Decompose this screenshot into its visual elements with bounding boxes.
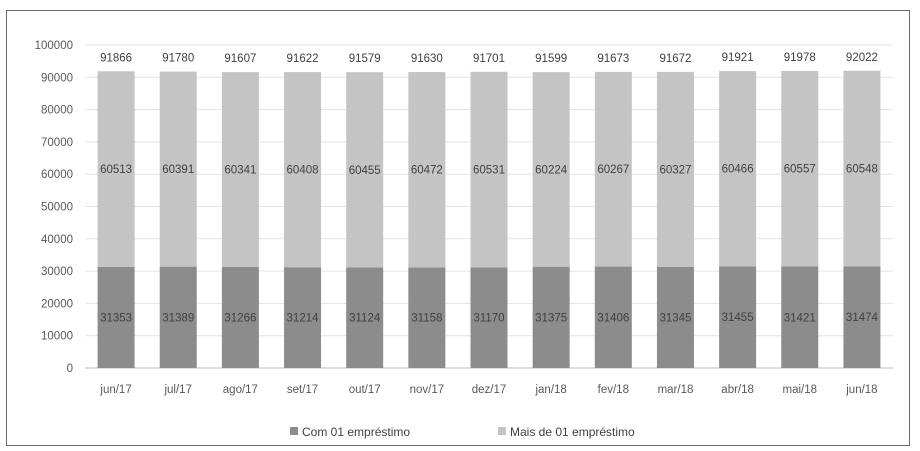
x-tick-label: jul/17 [163,384,192,396]
data-label-total: 91672 [659,53,691,65]
data-label-com-01: 31455 [722,312,754,324]
bar-mais-de-01-emprestimo [221,72,259,268]
y-tick-label: 10000 [41,331,73,343]
legend-label: Mais de 01 empréstimo [510,425,635,439]
x-tick-label: jun/18 [845,384,877,396]
bar-mais-de-01-emprestimo [656,71,694,267]
bar-com-01-emprestimo [470,267,508,368]
bar-com-01-emprestimo [221,267,259,368]
bar-mais-de-01-emprestimo [781,70,819,267]
y-tick-label: 30000 [41,266,73,278]
bar-mais-de-01-emprestimo [346,72,384,268]
data-label-com-01: 31170 [473,313,504,325]
bar-com-01-emprestimo [843,266,881,368]
y-tick-label: 80000 [41,105,73,117]
bar-com-01-emprestimo [781,266,819,368]
stacked-bar-chart: 0 10000 20000 30000 40000 50000 60000 70000 8000… [35,40,893,439]
x-tick-label: ago/17 [223,384,258,396]
data-label-total: 91579 [349,53,381,65]
data-label-mais-de-01: 60513 [100,164,132,176]
bar-com-01-emprestimo [594,266,632,368]
data-label-total: 91701 [473,53,505,65]
data-label-total: 91780 [162,53,194,65]
data-label-com-01: 31345 [659,312,691,324]
data-label-total: 91978 [784,52,816,64]
data-label-mais-de-01: 60455 [349,165,381,177]
bar-com-01-emprestimo [346,267,384,368]
y-tick-label: 70000 [41,137,73,149]
bar-com-01-emprestimo [408,267,446,368]
data-label-mais-de-01: 60472 [411,165,443,177]
data-label-mais-de-01: 60548 [846,164,878,176]
data-label-mais-de-01: 60267 [597,164,629,176]
data-label-mais-de-01: 60224 [535,164,568,176]
x-tick-label: fev/18 [598,384,629,396]
y-tick-label: 0 [67,363,73,375]
x-tick-label: mar/18 [658,384,694,396]
bar-com-01-emprestimo [532,266,570,368]
bar-mais-de-01-emprestimo [470,71,508,268]
data-label-total: 92022 [846,52,878,64]
x-tick-label: jan/18 [534,384,566,396]
bar-mais-de-01-emprestimo [159,71,197,267]
data-label-com-01: 31124 [349,313,381,325]
y-tick-label: 20000 [41,298,73,310]
x-tick-label: jun/17 [99,384,131,396]
bar-com-01-emprestimo [159,266,197,368]
bar-mais-de-01-emprestimo [532,72,570,267]
legend-label: Com 01 empréstimo [302,425,410,439]
data-label-com-01: 31389 [162,312,194,324]
data-label-total: 91622 [287,53,319,65]
bar-com-01-emprestimo [284,267,322,368]
data-label-mais-de-01: 60531 [473,165,505,177]
data-label-com-01: 31266 [224,313,256,325]
x-tick-label: dez/17 [472,384,507,396]
data-label-total: 91673 [597,53,629,65]
bar-com-01-emprestimo [719,266,757,368]
x-tick-label: nov/17 [410,384,445,396]
data-label-total: 91630 [411,53,443,65]
bar-com-01-emprestimo [656,266,694,368]
x-tick-label: mai/18 [783,384,818,396]
bar-mais-de-01-emprestimo [719,71,757,267]
data-label-mais-de-01: 60391 [162,164,194,176]
data-label-mais-de-01: 60327 [659,164,691,176]
data-label-total: 91599 [535,53,567,65]
data-label-com-01: 31158 [411,313,442,325]
data-label-total: 91866 [100,52,132,64]
bar-mais-de-01-emprestimo [408,72,446,268]
x-tick-label: out/17 [349,384,381,396]
data-label-com-01: 31353 [100,312,132,324]
y-tick-label: 50000 [41,202,73,214]
data-label-com-01: 31375 [535,312,567,324]
y-tick-label: 90000 [41,72,73,84]
x-tick-label: abr/18 [721,384,754,396]
data-label-mais-de-01: 60466 [722,164,754,176]
bar-com-01-emprestimo [97,266,135,368]
data-label-com-01: 31421 [784,312,816,324]
data-label-mais-de-01: 60341 [224,165,256,177]
y-tick-label: 60000 [41,169,73,181]
legend-swatch [498,427,506,435]
data-label-total: 91607 [224,53,256,65]
data-label-mais-de-01: 60408 [287,165,319,177]
data-label-com-01: 31214 [287,313,320,325]
data-label-com-01: 31474 [846,312,879,324]
y-tick-label: 100000 [35,40,73,52]
bar-mais-de-01-emprestimo [284,72,322,268]
x-tick-label: set/17 [287,384,318,396]
chart-frame: 0 10000 20000 30000 40000 50000 60000 70000 8000… [6,10,910,446]
bar-mais-de-01-emprestimo [594,71,632,267]
y-tick-label: 40000 [41,234,73,246]
legend-swatch [290,427,298,435]
bar-mais-de-01-emprestimo [843,70,881,267]
data-label-mais-de-01: 60557 [784,164,816,176]
bar-mais-de-01-emprestimo [97,71,135,267]
data-label-com-01: 31406 [597,312,629,324]
data-label-total: 91921 [722,52,754,64]
